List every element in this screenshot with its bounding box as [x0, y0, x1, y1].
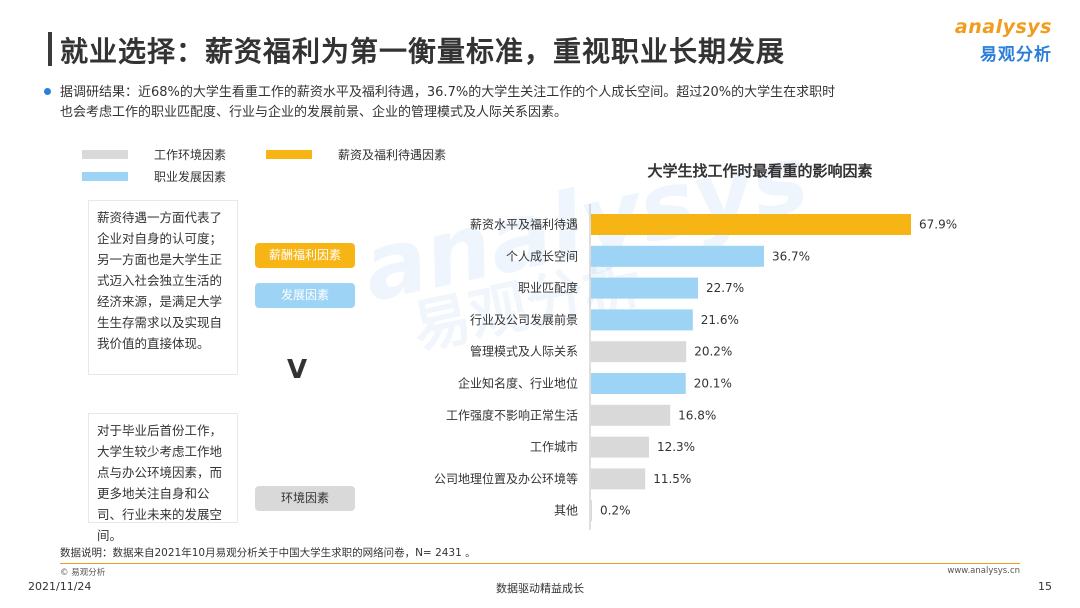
data-label: 12.3% [657, 440, 695, 454]
bar [591, 309, 693, 331]
category-label: 工作城市 [530, 439, 578, 454]
page-title: 就业选择：薪资福利为第一衡量标准，重视职业长期发展 [60, 35, 786, 68]
data-label: 22.7% [706, 281, 744, 295]
data-label: 67.9% [919, 218, 957, 232]
data-label: 20.2% [694, 345, 732, 359]
bar [591, 277, 698, 299]
category-label: 工作强度不影响正常生活 [446, 407, 578, 422]
bar [591, 214, 911, 235]
data-label: 36.7% [772, 249, 810, 263]
tag-career: 发展因素 [255, 283, 355, 308]
bar [591, 436, 649, 458]
legend-item-salary: 薪资及福利待遇因素 [266, 146, 486, 164]
summary-line-1: 据调研结果：近68%的大学生看重工作的薪资水平及福利待遇，36.7%的大学生关注… [60, 85, 836, 100]
data-label: 11.5% [653, 472, 691, 486]
legend-swatch-career [82, 172, 128, 181]
bar [591, 245, 764, 267]
bullet-dot-icon [44, 88, 51, 95]
note-box-salary: 薪资待遇一方面代表了企业对自身的认可度；另一方面也是大学生正式迈入社会独立生活的… [88, 200, 238, 375]
logo-text-en: analysys [954, 16, 1052, 38]
bar-chart: 薪资水平及福利待遇 67.9% 个人成长空间 36.7% 职业匹配度 22.7% 行业及公司… [434, 204, 957, 530]
category-label: 薪资水平及福利待遇 [470, 217, 578, 232]
footer-data-note: 数据说明：数据来自2021年10月易观分析关于中国大学生求职的网络问卷，N= 2… [60, 547, 476, 559]
tag-salary: 薪酬福利因素 [255, 243, 355, 268]
legend-label-environment: 工作环境因素 [154, 148, 227, 162]
bar [591, 341, 687, 363]
category-label: 职业匹配度 [518, 280, 578, 295]
legend-item-environment: 工作环境因素 [82, 146, 252, 164]
category-label: 个人成长空间 [506, 249, 578, 263]
brand-logo: analysys 易观分析 [942, 16, 1052, 72]
legend-label-career: 职业发展因素 [154, 170, 227, 184]
summary-line-2: 也会考虑工作的职业匹配度、行业与企业的发展前景、企业的管理模式及人际关系因素。 [60, 105, 568, 120]
footer-divider [60, 563, 1020, 564]
title-accent-bar [48, 32, 52, 66]
summary-text: 据调研结果：近68%的大学生看重工作的薪资水平及福利待遇，36.7%的大学生关注… [44, 83, 1040, 123]
category-label: 其他 [554, 504, 578, 518]
legend-swatch-salary [266, 150, 312, 159]
legend-item-career: 职业发展因素 [82, 168, 252, 186]
logo-text-cn: 易观分析 [980, 45, 1052, 65]
footer-slogan: 数据驱动精益成长 [496, 582, 584, 595]
data-label: 21.6% [701, 313, 739, 327]
page-number: 15 [1038, 580, 1052, 593]
tag-environment: 环境因素 [255, 486, 355, 511]
data-label: 20.1% [694, 377, 732, 391]
bar [591, 373, 686, 394]
footer-url: www.analysys.cn [947, 566, 1020, 576]
data-label: 16.8% [678, 408, 716, 422]
category-label: 管理模式及人际关系 [470, 344, 578, 359]
category-label: 企业知名度、行业地位 [458, 376, 578, 391]
chart-title: 大学生找工作时最看重的影响因素 [647, 162, 873, 180]
category-label: 行业及公司发展前景 [470, 312, 578, 327]
legend-swatch-environment [82, 150, 128, 159]
category-label: 公司地理位置及办公环境等 [434, 471, 578, 486]
footer-copyright: © 易观分析 [60, 568, 106, 578]
bar [591, 500, 592, 522]
data-label: 0.2% [600, 504, 631, 518]
footer-date: 2021/11/24 [28, 580, 92, 593]
vs-mark: V [287, 355, 308, 385]
note-box-environment: 对于毕业后首份工作，大学生较少考虑工作地点与办公环境因素，而更多地关注自身和公司… [88, 413, 238, 543]
bar [591, 404, 671, 426]
legend-label-salary: 薪资及福利待遇因素 [338, 148, 447, 162]
bar [591, 468, 646, 490]
